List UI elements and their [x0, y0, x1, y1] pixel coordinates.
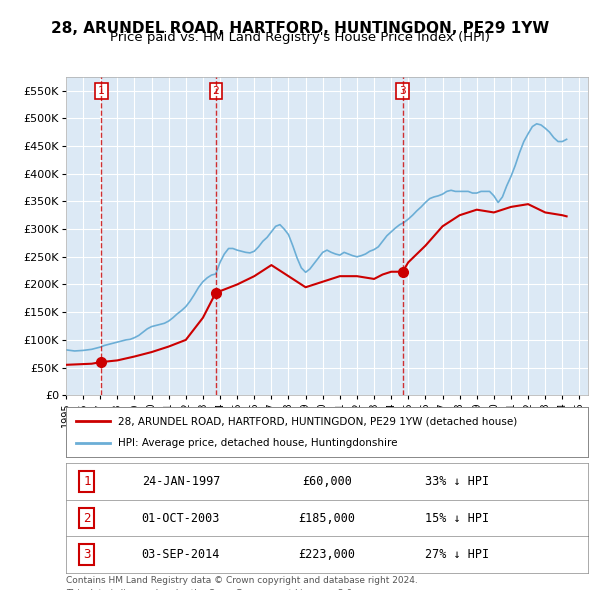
Text: Price paid vs. HM Land Registry's House Price Index (HPI): Price paid vs. HM Land Registry's House … [110, 31, 490, 44]
Text: 28, ARUNDEL ROAD, HARTFORD, HUNTINGDON, PE29 1YW: 28, ARUNDEL ROAD, HARTFORD, HUNTINGDON, … [51, 21, 549, 35]
Text: 33% ↓ HPI: 33% ↓ HPI [425, 475, 490, 488]
Text: 01-OCT-2003: 01-OCT-2003 [142, 512, 220, 525]
Text: £185,000: £185,000 [299, 512, 355, 525]
Text: 3: 3 [83, 548, 91, 561]
Text: £60,000: £60,000 [302, 475, 352, 488]
Text: HPI: Average price, detached house, Huntingdonshire: HPI: Average price, detached house, Hunt… [118, 438, 398, 448]
Text: 03-SEP-2014: 03-SEP-2014 [142, 548, 220, 561]
Text: 15% ↓ HPI: 15% ↓ HPI [425, 512, 490, 525]
Text: 2: 2 [212, 86, 219, 96]
Text: £223,000: £223,000 [299, 548, 355, 561]
Text: This data is licensed under the Open Government Licence v3.0.: This data is licensed under the Open Gov… [66, 589, 355, 590]
Text: 1: 1 [98, 86, 105, 96]
Text: 2: 2 [83, 512, 91, 525]
Text: 24-JAN-1997: 24-JAN-1997 [142, 475, 220, 488]
Text: 27% ↓ HPI: 27% ↓ HPI [425, 548, 490, 561]
Text: Contains HM Land Registry data © Crown copyright and database right 2024.: Contains HM Land Registry data © Crown c… [66, 576, 418, 585]
Text: 3: 3 [399, 86, 406, 96]
Text: 1: 1 [83, 475, 91, 488]
Text: 28, ARUNDEL ROAD, HARTFORD, HUNTINGDON, PE29 1YW (detached house): 28, ARUNDEL ROAD, HARTFORD, HUNTINGDON, … [118, 416, 517, 426]
